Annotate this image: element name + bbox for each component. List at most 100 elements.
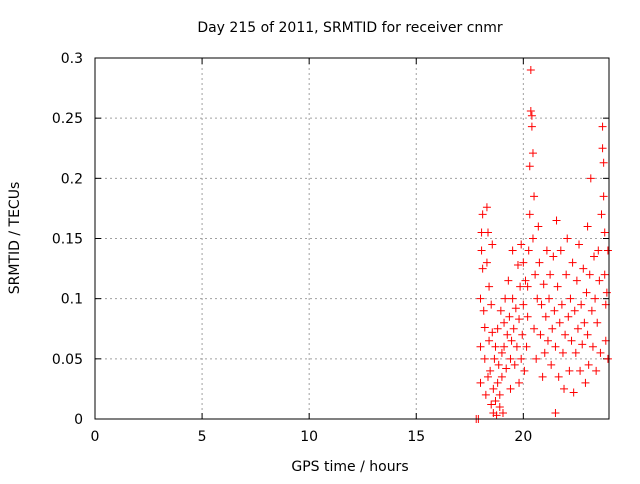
data-point	[491, 396, 500, 405]
data-point	[548, 324, 557, 333]
data-point	[485, 336, 494, 345]
data-point	[556, 246, 565, 255]
data-point	[500, 318, 509, 327]
data-point	[523, 282, 532, 291]
y-tick-label: 0.1	[61, 292, 83, 308]
data-point	[593, 318, 602, 327]
data-point	[523, 312, 532, 321]
data-point	[487, 300, 496, 309]
data-point	[591, 294, 600, 303]
data-point	[572, 276, 581, 285]
data-point	[512, 342, 521, 351]
data-point	[507, 336, 516, 345]
data-point	[536, 330, 545, 339]
data-point	[506, 354, 515, 363]
data-point	[599, 158, 608, 167]
data-point	[571, 348, 580, 357]
data-point	[547, 360, 556, 369]
data-point	[596, 348, 605, 357]
data-point	[480, 354, 489, 363]
data-point	[584, 360, 593, 369]
data-point	[497, 372, 506, 381]
data-point	[525, 210, 534, 219]
data-point	[498, 408, 507, 417]
data-point	[563, 234, 572, 243]
data-point	[594, 246, 603, 255]
data-point	[570, 306, 579, 315]
data-point	[590, 252, 599, 261]
y-tick-label: 0.2	[61, 171, 83, 187]
data-point	[479, 306, 488, 315]
data-point	[490, 354, 499, 363]
chart-title: Day 215 of 2011, SRMTID for receiver cnm…	[197, 20, 503, 36]
data-point	[585, 270, 594, 279]
data-point	[541, 312, 550, 321]
y-tick-label: 0.25	[52, 111, 83, 127]
data-point	[582, 288, 591, 297]
data-point	[573, 324, 582, 333]
data-point	[528, 149, 537, 158]
data-point	[569, 388, 578, 397]
data-point	[488, 240, 497, 249]
data-point	[478, 210, 487, 219]
data-point	[530, 192, 539, 201]
data-point	[524, 246, 533, 255]
data-point	[517, 240, 526, 249]
data-point	[560, 384, 569, 393]
grid	[95, 58, 609, 419]
data-point	[476, 294, 485, 303]
data-point	[561, 330, 570, 339]
data-point	[595, 276, 604, 285]
data-point	[545, 294, 554, 303]
data-point	[552, 216, 561, 225]
data-point	[554, 372, 563, 381]
data-point	[504, 276, 513, 285]
data-point	[598, 144, 607, 153]
data-point	[509, 324, 518, 333]
data-point	[531, 270, 540, 279]
data-point	[550, 306, 559, 315]
data-point	[532, 354, 541, 363]
data-point	[603, 246, 612, 255]
data-point	[535, 258, 544, 267]
data-point	[551, 408, 560, 417]
data-point	[577, 300, 586, 309]
data-point	[500, 342, 509, 351]
data-point	[549, 252, 558, 261]
data-point	[538, 372, 547, 381]
data-point	[580, 318, 589, 327]
data-point	[492, 411, 501, 420]
data-point	[578, 340, 587, 349]
data-point	[599, 192, 608, 201]
data-point	[602, 288, 611, 297]
data-point	[600, 270, 609, 279]
data-point	[516, 282, 525, 291]
axis-ticks: 0 5 10 15 20 0 0.05 0.1 0.15 0.2 0.25 0.3	[52, 51, 609, 445]
data-point	[476, 378, 485, 387]
data-point	[540, 348, 549, 357]
data-point	[586, 174, 595, 183]
data-point	[583, 222, 592, 231]
data-point	[515, 315, 524, 324]
data-point	[603, 354, 612, 363]
data-point	[517, 354, 526, 363]
data-point	[520, 366, 529, 375]
data-point	[481, 390, 490, 399]
x-tick-label: 0	[91, 429, 100, 445]
data-point	[519, 300, 528, 309]
data-point	[495, 390, 504, 399]
data-point	[542, 246, 551, 255]
data-point	[565, 366, 574, 375]
data-point	[558, 348, 567, 357]
data-point	[601, 300, 610, 309]
data-point	[477, 246, 486, 255]
data-point	[478, 264, 487, 273]
data-point	[508, 246, 517, 255]
data-point	[567, 336, 576, 345]
data-point	[526, 106, 535, 115]
data-point	[598, 122, 607, 131]
data-point	[510, 360, 519, 369]
data-point	[515, 378, 524, 387]
data-point	[533, 294, 542, 303]
x-tick-label: 20	[514, 429, 532, 445]
